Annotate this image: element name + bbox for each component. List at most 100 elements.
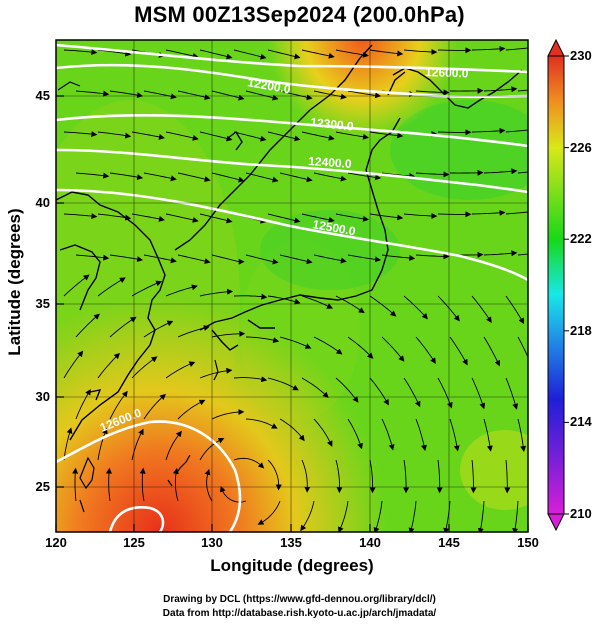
plot-frame xyxy=(55,39,529,533)
streamline-arrow xyxy=(505,211,528,215)
x-tick-label: 135 xyxy=(280,535,302,550)
streamline-arrow xyxy=(369,459,376,494)
streamline-arrow xyxy=(109,390,128,420)
streamline-arrow xyxy=(75,172,110,179)
streamline-arrow xyxy=(347,172,382,181)
streamline-arrow xyxy=(211,90,245,101)
streamline-arrow xyxy=(471,295,492,323)
streamline-arrow xyxy=(471,127,506,134)
streamline-arrow xyxy=(199,437,225,461)
streamline-arrow xyxy=(233,457,265,469)
warm-region-north xyxy=(56,40,528,532)
streamline-arrow xyxy=(245,418,278,429)
streamline-arrow xyxy=(347,90,382,99)
streamline-arrow xyxy=(233,131,267,142)
streamline-arrow xyxy=(449,418,460,452)
streamline-arrow xyxy=(301,131,335,141)
colorbar xyxy=(547,38,569,532)
streamline-arrow xyxy=(165,131,199,141)
streamline-arrow xyxy=(347,254,382,263)
streamline-arrow xyxy=(415,253,450,260)
colorbar-tick-label: 230 xyxy=(570,48,592,63)
streamline-arrow xyxy=(471,377,486,410)
colorbar-tick-label: 226 xyxy=(570,140,592,155)
streamline-arrow xyxy=(403,377,421,408)
streamline-arrow xyxy=(75,90,110,97)
streamline-arrow xyxy=(279,336,312,349)
x-tick-label: 125 xyxy=(123,535,145,550)
streamline-arrow xyxy=(199,49,233,60)
streamline-arrow xyxy=(408,500,417,532)
axis-ticks xyxy=(55,95,529,532)
streamline-arrow xyxy=(313,172,347,182)
streamline-arrow xyxy=(369,49,404,57)
streamline-arrow xyxy=(131,428,144,461)
streamline-arrow xyxy=(63,427,73,461)
streamline-arrow xyxy=(369,377,389,406)
streamline-arrow xyxy=(233,376,268,383)
streamline-arrow xyxy=(72,467,79,502)
streamline-arrow xyxy=(471,45,506,52)
x-axis-label: Longitude (degrees) xyxy=(210,556,374,575)
streamline-arrow xyxy=(63,131,98,138)
streamline-arrow xyxy=(415,171,450,178)
streamline-arrow xyxy=(233,49,267,60)
streamline-arrow xyxy=(335,459,343,494)
streamline-arrow xyxy=(63,49,98,56)
streamline-arrow xyxy=(373,500,383,532)
streamline-arrow xyxy=(257,500,281,525)
contour-label: 12300.0 xyxy=(310,115,355,133)
streamline-arrow xyxy=(504,459,511,494)
streamline-arrow xyxy=(436,459,443,494)
colorbar-gradient xyxy=(547,55,565,515)
streamline-arrow xyxy=(313,336,343,355)
streamline-arrow xyxy=(335,49,369,58)
streamline-arrow xyxy=(415,418,427,452)
streamline-arrow xyxy=(335,131,369,140)
streamline-arrow xyxy=(517,171,528,174)
streamline-arrow xyxy=(450,87,484,94)
streamline-arrow xyxy=(313,418,333,447)
streamline-arrow xyxy=(403,48,438,55)
streamline-arrow xyxy=(75,313,100,338)
streamline-arrow xyxy=(97,49,132,57)
streamline-arrow xyxy=(403,459,410,494)
streamline-arrow xyxy=(483,250,518,257)
streamline-arrow xyxy=(105,467,112,502)
streamline-arrow xyxy=(300,500,315,532)
x-tick-label: 145 xyxy=(438,535,460,550)
y-tick-label: 30 xyxy=(35,389,50,404)
streamline-arrow xyxy=(131,356,158,379)
streamline-arrow xyxy=(505,129,528,133)
streamline-arrow xyxy=(301,213,335,223)
streamline-arrow xyxy=(279,172,313,183)
colorbar-min-arrow xyxy=(547,513,565,532)
streamline-arrow xyxy=(177,90,211,101)
streamline-arrow xyxy=(449,336,468,366)
streamline-arrow xyxy=(131,131,165,140)
streamline-arrow xyxy=(165,213,199,223)
streamline-arrow xyxy=(109,90,144,99)
streamline-arrow xyxy=(517,336,528,368)
streamline-arrow xyxy=(483,418,493,452)
streamline-arrow xyxy=(143,172,177,182)
streamline-arrow xyxy=(477,500,485,532)
credit-data: Data from http://database.rish.kyoto-u.a… xyxy=(162,608,437,619)
streamline-arrow xyxy=(211,409,245,420)
colorbar-max-arrow xyxy=(547,38,565,57)
streamline-arrow xyxy=(97,277,126,297)
streamline-arrow xyxy=(347,336,374,359)
streamline-arrow xyxy=(517,418,527,452)
streamline-arrow xyxy=(450,169,484,176)
streamline-arrow xyxy=(483,168,518,175)
streamline-arrow xyxy=(517,89,528,92)
streamline-arrow xyxy=(267,377,299,391)
streamline-arrow xyxy=(403,295,428,320)
streamline-arrow xyxy=(369,295,397,317)
streamline-arrow xyxy=(279,254,313,265)
streamline-arrow xyxy=(211,172,245,183)
streamline-arrow xyxy=(301,377,329,398)
streamline-arrow xyxy=(165,361,196,379)
streamline-arrow xyxy=(245,336,280,344)
